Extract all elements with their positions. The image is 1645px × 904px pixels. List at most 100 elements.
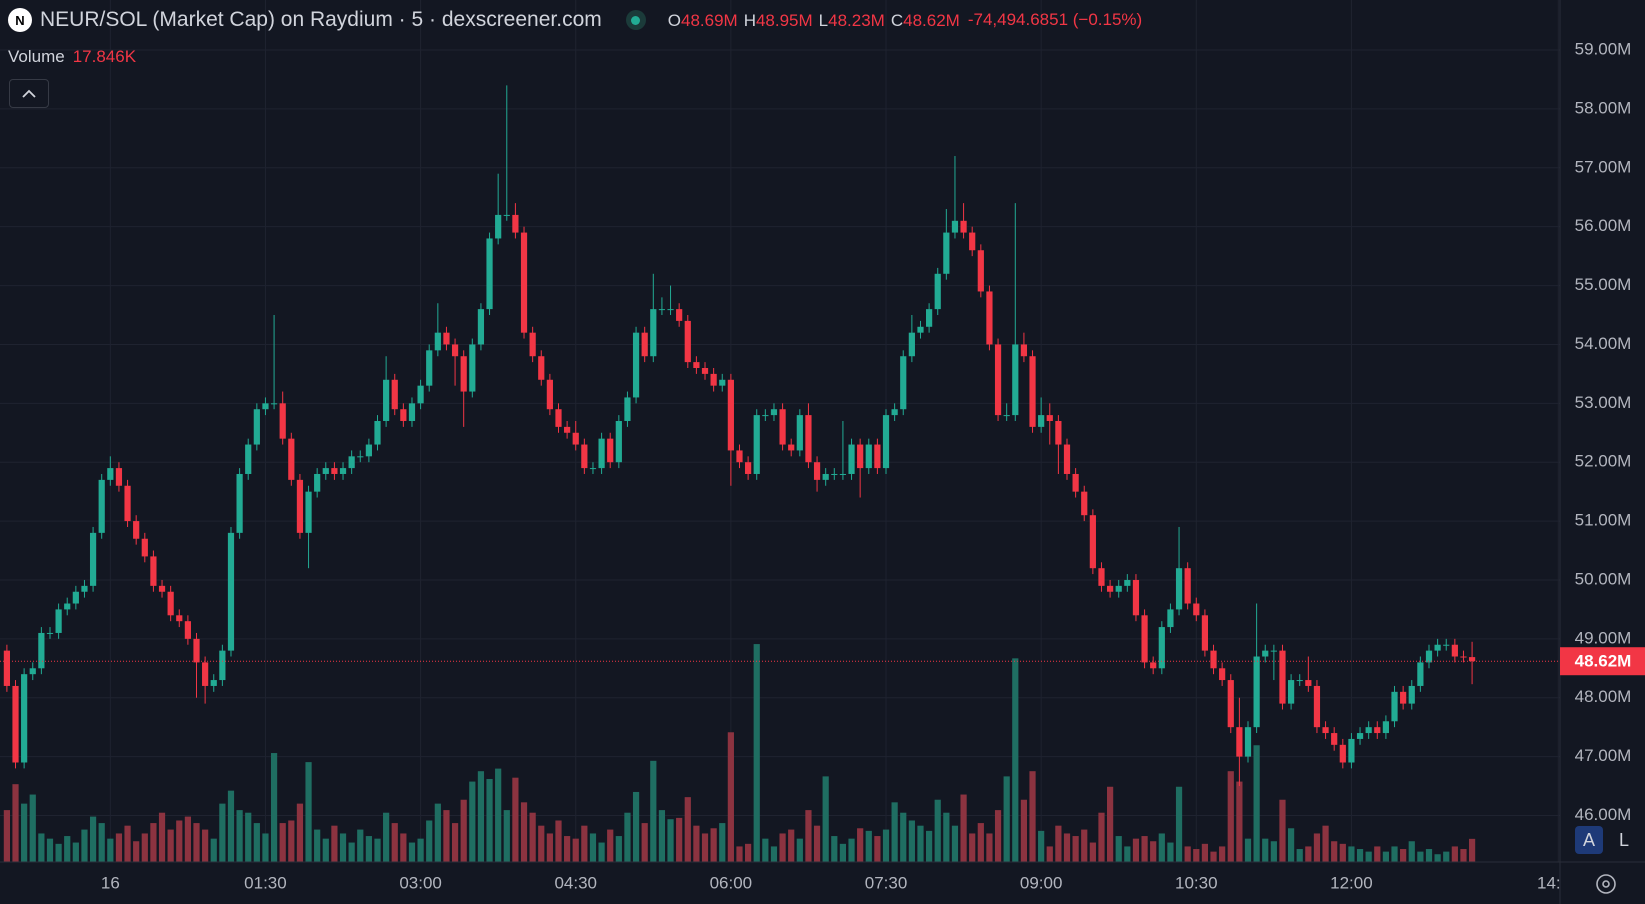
- volume-bar: [46, 838, 54, 862]
- volume-bar: [1253, 745, 1260, 862]
- candle-body: [977, 250, 984, 292]
- last-price: 48.62M: [0, 647, 1645, 676]
- candle-body: [1451, 644, 1458, 657]
- candle-body: [701, 367, 709, 374]
- volume-bar: [658, 810, 666, 862]
- candle-body: [288, 438, 295, 480]
- candle-body: [1460, 656, 1467, 658]
- collapse-button[interactable]: [9, 79, 49, 108]
- volume-bar: [1020, 799, 1028, 862]
- volume-bar: [908, 820, 915, 862]
- volume-bar: [1063, 833, 1071, 862]
- candle-body: [770, 409, 778, 416]
- volume-bar: [701, 833, 709, 862]
- volume-bar: [477, 771, 485, 862]
- candle-body: [1150, 662, 1157, 669]
- candle-body: [822, 473, 829, 480]
- candle-body: [839, 473, 847, 475]
- candle-body: [443, 332, 450, 345]
- volume-bar: [72, 842, 79, 862]
- candle-body: [1408, 685, 1415, 704]
- candle-body: [813, 462, 821, 480]
- candle-body: [1141, 615, 1148, 663]
- volume-bar: [1382, 851, 1390, 862]
- volume-bar: [383, 812, 390, 862]
- volume-bar: [512, 777, 519, 862]
- candle-body: [202, 662, 209, 686]
- volume-bar: [1167, 842, 1174, 862]
- candle-body: [865, 444, 872, 469]
- candle-body: [1313, 685, 1321, 728]
- y-tick-label: 54.00M: [1575, 334, 1632, 353]
- candle-body: [538, 356, 545, 380]
- x-tick-label: 07:30: [865, 873, 908, 892]
- volume-bar: [29, 794, 36, 862]
- candle-body: [1132, 579, 1140, 616]
- candle-body: [89, 532, 97, 586]
- volume-bar: [788, 829, 795, 862]
- volume-bar: [727, 732, 734, 862]
- candle-body: [1158, 627, 1165, 669]
- candle-body: [98, 479, 105, 533]
- candle-body: [331, 468, 338, 474]
- candle-body: [512, 214, 519, 233]
- x-tick-label: 12:00: [1330, 873, 1373, 892]
- settings-core: [1602, 880, 1610, 888]
- candle-body: [1115, 585, 1122, 592]
- candle-body: [891, 409, 898, 416]
- volume-bar: [1081, 829, 1088, 862]
- candle-body: [1106, 585, 1114, 592]
- candle-body: [598, 438, 605, 469]
- volume-bar: [391, 823, 398, 862]
- volume-bar: [693, 825, 700, 862]
- candle-body: [615, 420, 622, 463]
- change: -74,494.6851 (−0.15%): [967, 10, 1143, 29]
- log-scale-button[interactable]: L: [1618, 829, 1629, 850]
- volume-bar: [3, 810, 10, 862]
- candle-body: [279, 403, 286, 439]
- volume-bar: [262, 833, 269, 862]
- legend-key: C: [890, 11, 904, 30]
- volume-bar: [339, 833, 347, 862]
- volume-bar: [857, 828, 864, 862]
- candle-body: [1339, 744, 1346, 763]
- volume-bar: [305, 762, 312, 862]
- candle-body: [546, 379, 553, 410]
- volume-bar: [1210, 851, 1217, 862]
- y-tick-label: 47.00M: [1575, 746, 1632, 765]
- candle-body: [253, 409, 260, 445]
- candle-body: [322, 468, 329, 474]
- volume-bar: [684, 797, 691, 862]
- volume-bar: [98, 823, 105, 862]
- candle-body: [29, 668, 36, 675]
- volume-bar: [1055, 825, 1062, 862]
- candle-body: [1124, 579, 1131, 586]
- legend-key: H: [743, 11, 756, 30]
- candle-body: [1417, 662, 1424, 686]
- legend-value: 48.69M: [680, 11, 738, 30]
- candle-body: [55, 609, 62, 633]
- candle-body: [831, 473, 838, 475]
- volume-bar: [1313, 833, 1321, 862]
- volume-bar: [1434, 854, 1441, 862]
- volume-bar: [460, 799, 467, 862]
- y-tick-label: 52.00M: [1575, 452, 1632, 471]
- candle-body: [383, 379, 390, 421]
- volume-bar: [486, 778, 493, 862]
- volume-bar: [1262, 838, 1269, 862]
- settings-icon[interactable]: [1596, 874, 1616, 894]
- volume-bar: [934, 799, 941, 862]
- candle-body: [21, 674, 28, 763]
- candle-body: [848, 444, 855, 474]
- volume-bar: [21, 803, 28, 862]
- time-axis: 16 01:30 03:00 04:30 06:00 07:30 09:00 10:30 12:…: [101, 873, 1560, 892]
- auto-scale-button[interactable]: A: [1575, 826, 1603, 854]
- candles: [3, 85, 1476, 787]
- volume-bar: [288, 820, 295, 862]
- volume-bar: [270, 753, 278, 862]
- volume-bar: [12, 784, 19, 862]
- volume-bar: [1451, 846, 1458, 862]
- volume-bar: [1236, 781, 1243, 862]
- volume-bar: [296, 803, 304, 862]
- candle-body: [1089, 515, 1096, 569]
